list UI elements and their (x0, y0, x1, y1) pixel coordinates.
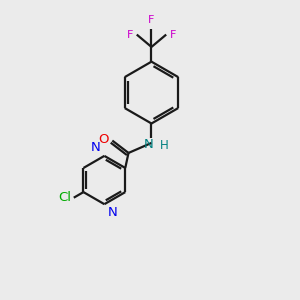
Text: N: N (108, 206, 118, 219)
Text: H: H (160, 139, 169, 152)
Text: N: N (91, 141, 101, 154)
Text: F: F (170, 30, 176, 40)
Text: F: F (127, 30, 133, 40)
Text: F: F (148, 15, 155, 25)
Text: O: O (98, 134, 109, 146)
Text: N: N (144, 138, 154, 151)
Text: Cl: Cl (58, 191, 71, 204)
